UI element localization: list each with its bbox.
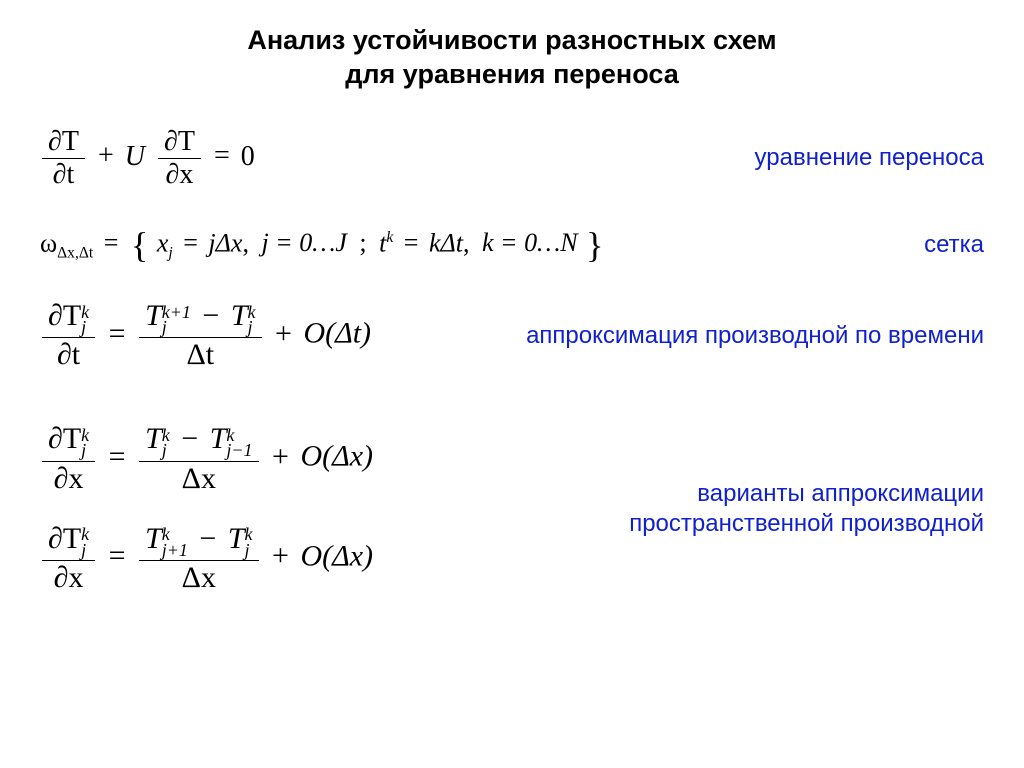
page-title: Анализ устойчивости разностных схем для … [40,24,984,92]
row-time-deriv: ∂Tkj ∂t = Tk+1j − Tkj Δt + O(Δt) аппрокс… [40,299,984,372]
dT-dt-den: ∂t [53,159,75,190]
jDx: jΔx [208,228,242,257]
eq-transport-rhs: 0 [241,140,255,171]
td-rhs-den: Δt [186,338,214,371]
j-range: j = 0…J [255,228,346,257]
slide: Анализ устойчивости разностных схем для … [0,0,1024,768]
eq-space-fwd: ∂Tkj ∂x = Tkj+1 − Tkj Δx + O(Δx) [40,522,373,595]
sb-order: O(Δx) [300,440,373,473]
grid-sep: ; [353,228,372,257]
label-space-line2: пространственной производной [629,510,984,537]
dT-dx-num: ∂T [164,126,195,157]
x-sub: j [168,244,172,261]
label-space-deriv: варианты аппроксимации пространственной … [629,479,984,539]
eq-grid: ωΔx,Δt = { xj = jΔx, j = 0…J ; tk = kΔt,… [40,227,606,263]
eq-time-deriv: ∂Tkj ∂t = Tk+1j − Tkj Δt + O(Δt) [40,299,371,372]
row-space-deriv: ∂Tkj ∂x = Tkj − Tkj−1 Δx + O(Δx) [40,422,984,595]
title-line-2: для уравнения переноса [345,59,678,89]
dT-dx-den: ∂x [166,159,194,190]
omega-sub: Δx,Δt [57,244,93,261]
eq-space-deriv-group: ∂Tkj ∂x = Tkj − Tkj−1 Δx + O(Δx) [40,422,373,595]
row-transport: ∂T ∂t + U ∂T ∂x = 0 уравнение переноса [40,126,984,191]
dT-dt-num: ∂T [48,126,79,157]
sym-omega: ω [40,228,57,257]
t-sup: k [386,228,393,245]
row-grid: ωΔx,Δt = { xj = jΔx, j = 0…J ; tk = kΔt,… [40,227,984,263]
eq-transport: ∂T ∂t + U ∂T ∂x = 0 [40,126,255,191]
k-range: k = 0…N [476,228,578,257]
td-lhs-num: ∂T [48,299,81,332]
label-grid: сетка [924,230,984,260]
label-transport: уравнение переноса [755,143,984,173]
td-order: O(Δt) [303,317,371,350]
sym-x: x [157,228,169,257]
td-lhs-den: ∂t [57,338,80,371]
title-line-1: Анализ устойчивости разностных схем [247,25,776,55]
sf-order: O(Δx) [300,539,373,572]
label-space-line1: варианты аппроксимации [697,480,984,507]
eq-space-back: ∂Tkj ∂x = Tkj − Tkj−1 Δx + O(Δx) [40,422,373,495]
kDt: kΔt [429,228,463,257]
label-time-deriv: аппроксимация производной по времени [526,321,984,351]
sym-U: U [125,140,145,171]
